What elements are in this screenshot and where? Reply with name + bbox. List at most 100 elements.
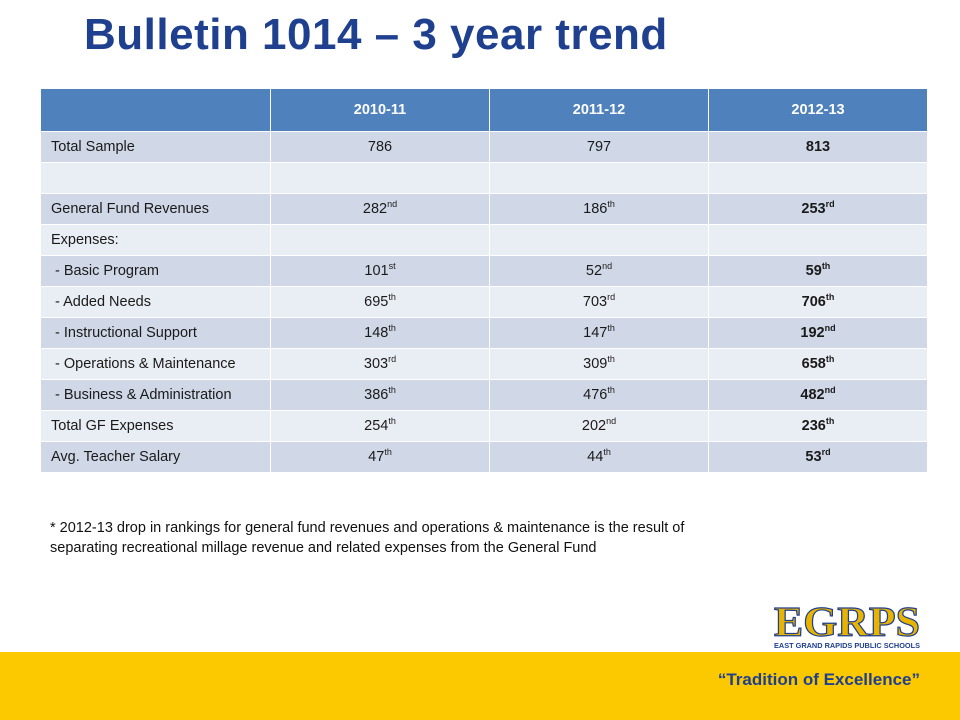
rank-suffix: nd bbox=[824, 323, 836, 333]
table-row: General Fund Revenues 282nd 186th 253rd bbox=[40, 193, 928, 225]
rank-suffix: rd bbox=[825, 199, 835, 209]
rank-cell: 797 bbox=[489, 131, 709, 163]
rank-number: 59 bbox=[805, 263, 822, 279]
rank-suffix: th bbox=[607, 323, 615, 333]
rank-suffix: th bbox=[825, 354, 835, 364]
rank-number: 482 bbox=[800, 387, 825, 403]
footnote: * 2012-13 drop in rankings for general f… bbox=[50, 520, 685, 556]
table-row: Expenses: bbox=[40, 224, 928, 256]
trend-table: 2010-11 2011-12 2012-13 Total Sample 786 7… bbox=[40, 88, 928, 473]
footer-band: “Tradition of Excellence” bbox=[0, 652, 960, 720]
rank-suffix: th bbox=[825, 416, 835, 426]
table-row: - Basic Program 101st 52nd 59th bbox=[40, 255, 928, 287]
rank-suffix: th bbox=[607, 385, 615, 395]
row-label: - Basic Program bbox=[40, 255, 271, 287]
rank-cell: 254th bbox=[270, 410, 490, 442]
table-row: - Instructional Support 148th 147th 192nd bbox=[40, 317, 928, 349]
rank-cell: 47th bbox=[270, 441, 490, 473]
row-label: Total GF Expenses bbox=[40, 410, 271, 442]
rank-cell: 386th bbox=[270, 379, 490, 411]
rank-number: 797 bbox=[586, 139, 612, 155]
rank-number: 44 bbox=[587, 449, 604, 465]
rank-number: 192 bbox=[800, 325, 825, 341]
rank-cell: 59th bbox=[708, 255, 928, 287]
rank-cell: 192nd bbox=[708, 317, 928, 349]
rank-suffix: th bbox=[607, 354, 615, 364]
header-2010-11: 2010-11 bbox=[270, 88, 490, 132]
rank-number: 706 bbox=[801, 294, 826, 310]
rank-suffix: th bbox=[821, 261, 831, 271]
table-row: - Business & Administration 386th 476th 482… bbox=[40, 379, 928, 411]
rank-cell: 786 bbox=[270, 131, 490, 163]
rank-suffix: th bbox=[388, 385, 396, 395]
rank-cell: 186th bbox=[489, 193, 709, 225]
row-label: - Business & Administration bbox=[40, 379, 271, 411]
rank-cell: 236th bbox=[708, 410, 928, 442]
table-row: Avg. Teacher Salary 47th 44th 53rd bbox=[40, 441, 928, 473]
slide-title: Bulletin 1014 – 3 year trend bbox=[84, 10, 668, 59]
row-label: General Fund Revenues bbox=[40, 193, 271, 225]
rank-suffix: th bbox=[384, 447, 392, 457]
rank-number: 52 bbox=[585, 263, 603, 279]
table-row: - Added Needs 695th 703rd 706th bbox=[40, 286, 928, 318]
row-label: Expenses: bbox=[40, 224, 271, 256]
rank-number: 236 bbox=[801, 418, 826, 434]
rank-cell bbox=[489, 224, 709, 256]
header-empty bbox=[40, 88, 271, 132]
rank-number: 309 bbox=[583, 356, 608, 372]
header-2012-13: 2012-13 bbox=[708, 88, 928, 132]
table-header-row: 2010-11 2011-12 2012-13 bbox=[40, 88, 928, 132]
rank-suffix: th bbox=[388, 323, 396, 333]
rank-suffix: nd bbox=[824, 385, 836, 395]
rank-cell: 101st bbox=[270, 255, 490, 287]
row-label: Avg. Teacher Salary bbox=[40, 441, 271, 473]
rank-number: 47 bbox=[368, 449, 385, 465]
logo-subtitle: EAST GRAND RAPIDS PUBLIC SCHOOLS bbox=[774, 643, 920, 650]
row-label: Total Sample bbox=[40, 131, 271, 163]
rank-suffix: th bbox=[607, 199, 615, 209]
rank-number: 282 bbox=[362, 201, 388, 217]
table-row bbox=[40, 162, 928, 194]
row-label: - Added Needs bbox=[40, 286, 271, 318]
rank-suffix: nd bbox=[387, 199, 398, 209]
rank-cell: 303rd bbox=[270, 348, 490, 380]
rank-number: 101 bbox=[364, 263, 389, 279]
rank-number: 303 bbox=[363, 356, 389, 372]
row-label: - Instructional Support bbox=[40, 317, 271, 349]
rank-cell: 695th bbox=[270, 286, 490, 318]
rank-cell bbox=[270, 224, 490, 256]
rank-number: 386 bbox=[364, 387, 389, 403]
rank-suffix: th bbox=[603, 447, 611, 457]
rank-number: 658 bbox=[801, 356, 826, 372]
rank-number: 147 bbox=[583, 325, 608, 341]
rank-cell: 282nd bbox=[270, 193, 490, 225]
rank-cell: 658th bbox=[708, 348, 928, 380]
rank-cell: 482nd bbox=[708, 379, 928, 411]
rank-number: 186 bbox=[583, 201, 608, 217]
rank-number: 254 bbox=[364, 418, 389, 434]
rank-cell: 706th bbox=[708, 286, 928, 318]
rank-suffix: nd bbox=[606, 416, 617, 426]
rank-suffix: st bbox=[388, 261, 396, 271]
rank-cell: 813 bbox=[708, 131, 928, 163]
rank-cell bbox=[708, 224, 928, 256]
rank-cell: 148th bbox=[270, 317, 490, 349]
row-label: - Operations & Maintenance bbox=[40, 348, 271, 380]
rank-cell: 253rd bbox=[708, 193, 928, 225]
rank-number: 53 bbox=[805, 449, 822, 465]
egrps-logo: EGRPS EAST GRAND RAPIDS PUBLIC SCHOOLS bbox=[772, 599, 922, 652]
rank-number: 786 bbox=[367, 139, 393, 155]
rank-cell: 476th bbox=[489, 379, 709, 411]
rank-cell: 53rd bbox=[708, 441, 928, 473]
rank-suffix: nd bbox=[602, 261, 613, 271]
rank-suffix: rd bbox=[388, 354, 397, 364]
rank-cell: 52nd bbox=[489, 255, 709, 287]
rank-cell: 703rd bbox=[489, 286, 709, 318]
rank-number: 202 bbox=[581, 418, 607, 434]
rank-cell: 147th bbox=[489, 317, 709, 349]
row-label bbox=[40, 162, 271, 194]
rank-suffix: th bbox=[388, 292, 396, 302]
rank-number: 148 bbox=[364, 325, 389, 341]
rank-cell bbox=[270, 162, 490, 194]
rank-suffix: th bbox=[388, 416, 396, 426]
